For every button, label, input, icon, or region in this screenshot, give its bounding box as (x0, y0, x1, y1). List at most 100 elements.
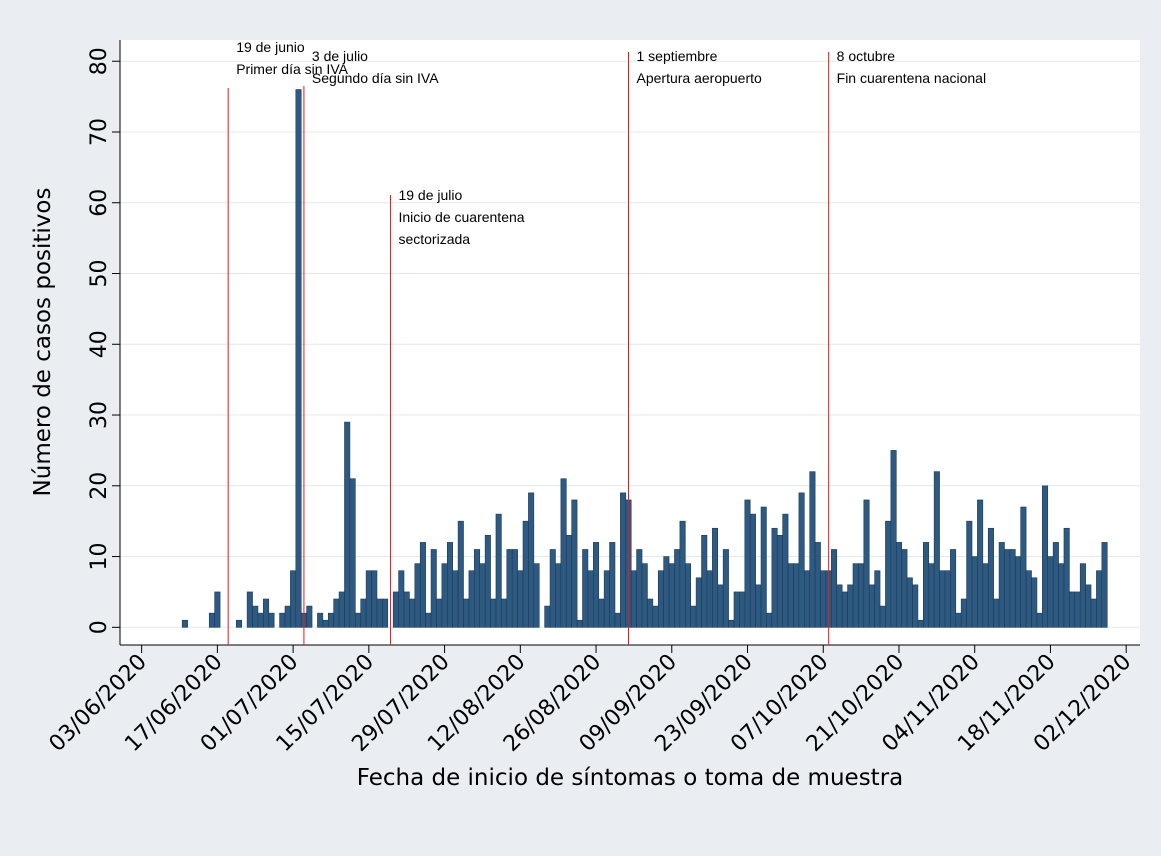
bar (1079, 563, 1086, 628)
y-tick-label: 70 (87, 118, 112, 146)
bar (582, 549, 589, 628)
annotation-text: 3 de julio (312, 48, 368, 64)
bar (917, 619, 924, 628)
bar (484, 535, 491, 628)
bar (322, 619, 329, 628)
bar (565, 535, 572, 628)
annotation-text: Apertura aeropuerto (637, 70, 763, 86)
bar (776, 535, 783, 628)
bar (701, 535, 708, 628)
bar (1020, 506, 1027, 628)
bar (874, 570, 881, 628)
bar (955, 612, 962, 628)
bar (998, 542, 1005, 628)
bar (1090, 598, 1097, 628)
bar (409, 598, 416, 628)
bar (755, 584, 762, 628)
bar (528, 492, 535, 628)
bar (457, 520, 464, 628)
bar (749, 513, 756, 628)
bar (809, 471, 816, 628)
y-tick-label: 80 (87, 47, 112, 75)
bar (506, 549, 513, 628)
bar (771, 527, 778, 628)
bar (1047, 556, 1054, 628)
bar (414, 563, 421, 628)
bar (598, 598, 605, 628)
bar (928, 563, 935, 628)
bar (663, 556, 670, 628)
bar (982, 563, 989, 628)
bar (760, 506, 767, 628)
bar (576, 619, 583, 628)
bar (744, 499, 751, 628)
bar (895, 542, 902, 628)
bar (1096, 570, 1103, 628)
annotation-text: Segundo día sin IVA (312, 70, 439, 86)
bar (679, 520, 686, 628)
bar (246, 591, 253, 628)
bar (814, 542, 821, 628)
bar (690, 605, 697, 628)
bar (511, 549, 518, 628)
bar (939, 570, 946, 628)
bar (560, 478, 567, 628)
bar (890, 450, 897, 628)
bar (398, 570, 405, 628)
bar (1052, 542, 1059, 628)
bar (712, 527, 719, 628)
bar (674, 549, 681, 628)
bar (652, 605, 659, 628)
annotation-text: Fin cuarentena nacional (837, 70, 986, 86)
bar (722, 549, 729, 628)
bar (858, 563, 865, 628)
bar (549, 549, 556, 628)
bar (620, 492, 627, 628)
bar (657, 570, 664, 628)
bar (365, 570, 372, 628)
bar (863, 499, 870, 628)
y-tick-label: 20 (87, 472, 112, 500)
bar (728, 619, 735, 628)
bar (533, 563, 540, 628)
bar (603, 570, 610, 628)
bar (463, 598, 470, 628)
y-tick-label: 50 (87, 260, 112, 288)
bar (950, 549, 957, 628)
y-axis-title: Número de casos positivos (30, 188, 56, 497)
bar (1101, 542, 1108, 628)
bar (901, 549, 908, 628)
bar (593, 542, 600, 628)
bar (403, 591, 410, 628)
bar (831, 549, 838, 628)
bar (522, 520, 529, 628)
bar (987, 527, 994, 628)
bar (1074, 591, 1081, 628)
bar (1025, 570, 1032, 628)
bar (327, 612, 334, 628)
annotation-text: sectorizada (398, 231, 470, 247)
bar (284, 605, 291, 628)
bar (236, 619, 243, 628)
bar (717, 584, 724, 628)
bar (923, 542, 930, 628)
bar (766, 612, 773, 628)
bar (836, 584, 843, 628)
bar (263, 598, 270, 628)
bar (474, 549, 481, 628)
annotation-text: 19 de junio (236, 39, 305, 55)
bar (1042, 485, 1049, 628)
bar (647, 598, 654, 628)
bar (392, 591, 399, 628)
bar (793, 563, 800, 628)
bar (960, 598, 967, 628)
bar (966, 520, 973, 628)
bar (290, 570, 297, 628)
bar (993, 598, 1000, 628)
bar (841, 591, 848, 628)
bar (587, 570, 594, 628)
bar (349, 478, 356, 628)
bar (446, 542, 453, 628)
bar (468, 570, 475, 628)
